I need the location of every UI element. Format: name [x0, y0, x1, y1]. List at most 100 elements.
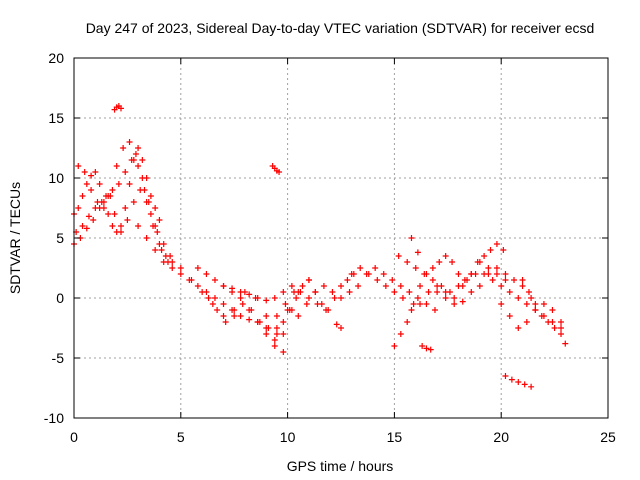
- data-point: [154, 229, 161, 235]
- data-point: [109, 187, 116, 193]
- data-point: [81, 169, 88, 175]
- data-point: [431, 307, 438, 313]
- x-tick-label: 20: [493, 429, 509, 445]
- data-point: [222, 319, 229, 325]
- data-point: [487, 247, 494, 253]
- data-point: [506, 313, 513, 319]
- data-point: [126, 139, 133, 145]
- data-point: [389, 277, 396, 283]
- data-point: [493, 271, 500, 277]
- data-point: [412, 265, 419, 271]
- data-point: [120, 145, 127, 151]
- data-point: [280, 289, 287, 295]
- data-point: [558, 331, 565, 337]
- data-point: [115, 181, 122, 187]
- data-point: [357, 265, 364, 271]
- data-point: [113, 163, 120, 169]
- data-point: [338, 325, 344, 331]
- data-point: [408, 307, 415, 313]
- series-s22: [333, 321, 344, 331]
- data-point: [423, 345, 430, 352]
- data-point: [406, 289, 413, 295]
- series-s13: [391, 241, 507, 349]
- data-point: [502, 373, 509, 379]
- series-s20: [502, 373, 535, 390]
- data-point: [229, 289, 236, 295]
- data-point: [94, 199, 101, 205]
- data-point: [338, 283, 344, 289]
- data-point: [442, 253, 449, 259]
- data-point: [265, 325, 272, 331]
- y-tick-label: -5: [52, 350, 65, 366]
- data-point: [90, 217, 97, 223]
- data-point: [273, 325, 280, 331]
- data-point: [485, 271, 492, 277]
- data-point: [220, 301, 227, 307]
- data-point: [79, 223, 86, 229]
- data-point: [468, 289, 475, 295]
- data-point: [515, 379, 522, 385]
- series-s23: [408, 235, 421, 256]
- series-s18: [111, 103, 124, 113]
- data-point: [177, 265, 184, 271]
- data-point: [271, 337, 278, 343]
- data-point: [169, 265, 176, 271]
- series-s9: [220, 283, 295, 349]
- series-s3: [73, 187, 176, 265]
- data-point: [348, 271, 355, 277]
- data-point: [139, 175, 146, 181]
- data-point: [83, 225, 90, 232]
- series-s19: [269, 163, 283, 175]
- data-point: [498, 301, 505, 307]
- data-point: [152, 205, 159, 211]
- data-point: [540, 301, 547, 307]
- series-s1: [71, 145, 163, 235]
- data-point: [282, 301, 289, 307]
- y-tick-label: 10: [48, 170, 64, 186]
- data-point: [254, 319, 261, 325]
- data-point: [380, 271, 387, 277]
- y-tick-label: 20: [48, 50, 64, 66]
- data-point: [88, 172, 95, 179]
- data-point: [562, 340, 569, 347]
- data-point: [417, 283, 424, 289]
- data-point: [429, 265, 436, 271]
- data-point: [271, 343, 278, 349]
- data-point: [451, 301, 458, 307]
- data-point: [231, 313, 238, 319]
- data-point: [346, 289, 353, 295]
- data-point: [126, 181, 133, 187]
- data-point: [446, 289, 453, 295]
- data-point: [152, 223, 159, 229]
- data-point: [372, 265, 379, 271]
- series-s4: [75, 139, 171, 265]
- data-point: [414, 295, 421, 301]
- data-point: [414, 249, 421, 256]
- data-point: [404, 259, 411, 265]
- data-point: [271, 295, 278, 301]
- data-point: [199, 289, 206, 295]
- data-point: [239, 301, 246, 307]
- data-point: [476, 283, 483, 289]
- data-point: [100, 205, 107, 211]
- data-point: [320, 283, 327, 289]
- data-point: [511, 277, 518, 283]
- data-point: [130, 199, 137, 205]
- data-point: [288, 283, 295, 289]
- data-point: [92, 169, 99, 175]
- data-point: [220, 313, 227, 319]
- y-tick-labels: -10 -5 0 5 10 15 20: [44, 50, 64, 426]
- data-point: [160, 259, 167, 265]
- data-point: [419, 343, 426, 349]
- data-point: [209, 301, 216, 307]
- data-point: [293, 295, 300, 301]
- data-point: [485, 265, 492, 271]
- data-point: [459, 298, 466, 305]
- data-point: [521, 381, 528, 388]
- data-point: [549, 307, 556, 313]
- y-tick-label: 5: [56, 230, 64, 246]
- data-point: [145, 199, 152, 205]
- data-point: [305, 277, 312, 283]
- data-point: [135, 145, 142, 151]
- data-point: [502, 271, 509, 277]
